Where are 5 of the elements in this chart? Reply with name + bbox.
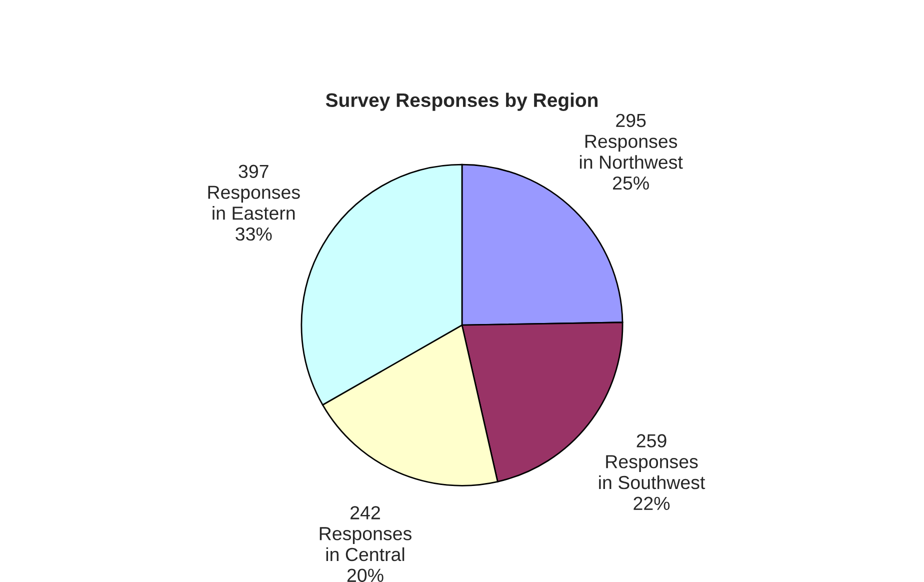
data-label: 242 Responses in Central 20% — [320, 506, 412, 582]
data-label: 259 Responses in Southwest 22% — [599, 434, 706, 510]
data-label: 295 Responses in Northwest 25% — [580, 114, 683, 190]
chart-title: Survey Responses by Region — [326, 92, 598, 111]
data-label: 397 Responses in Eastern 33% — [208, 164, 300, 241]
